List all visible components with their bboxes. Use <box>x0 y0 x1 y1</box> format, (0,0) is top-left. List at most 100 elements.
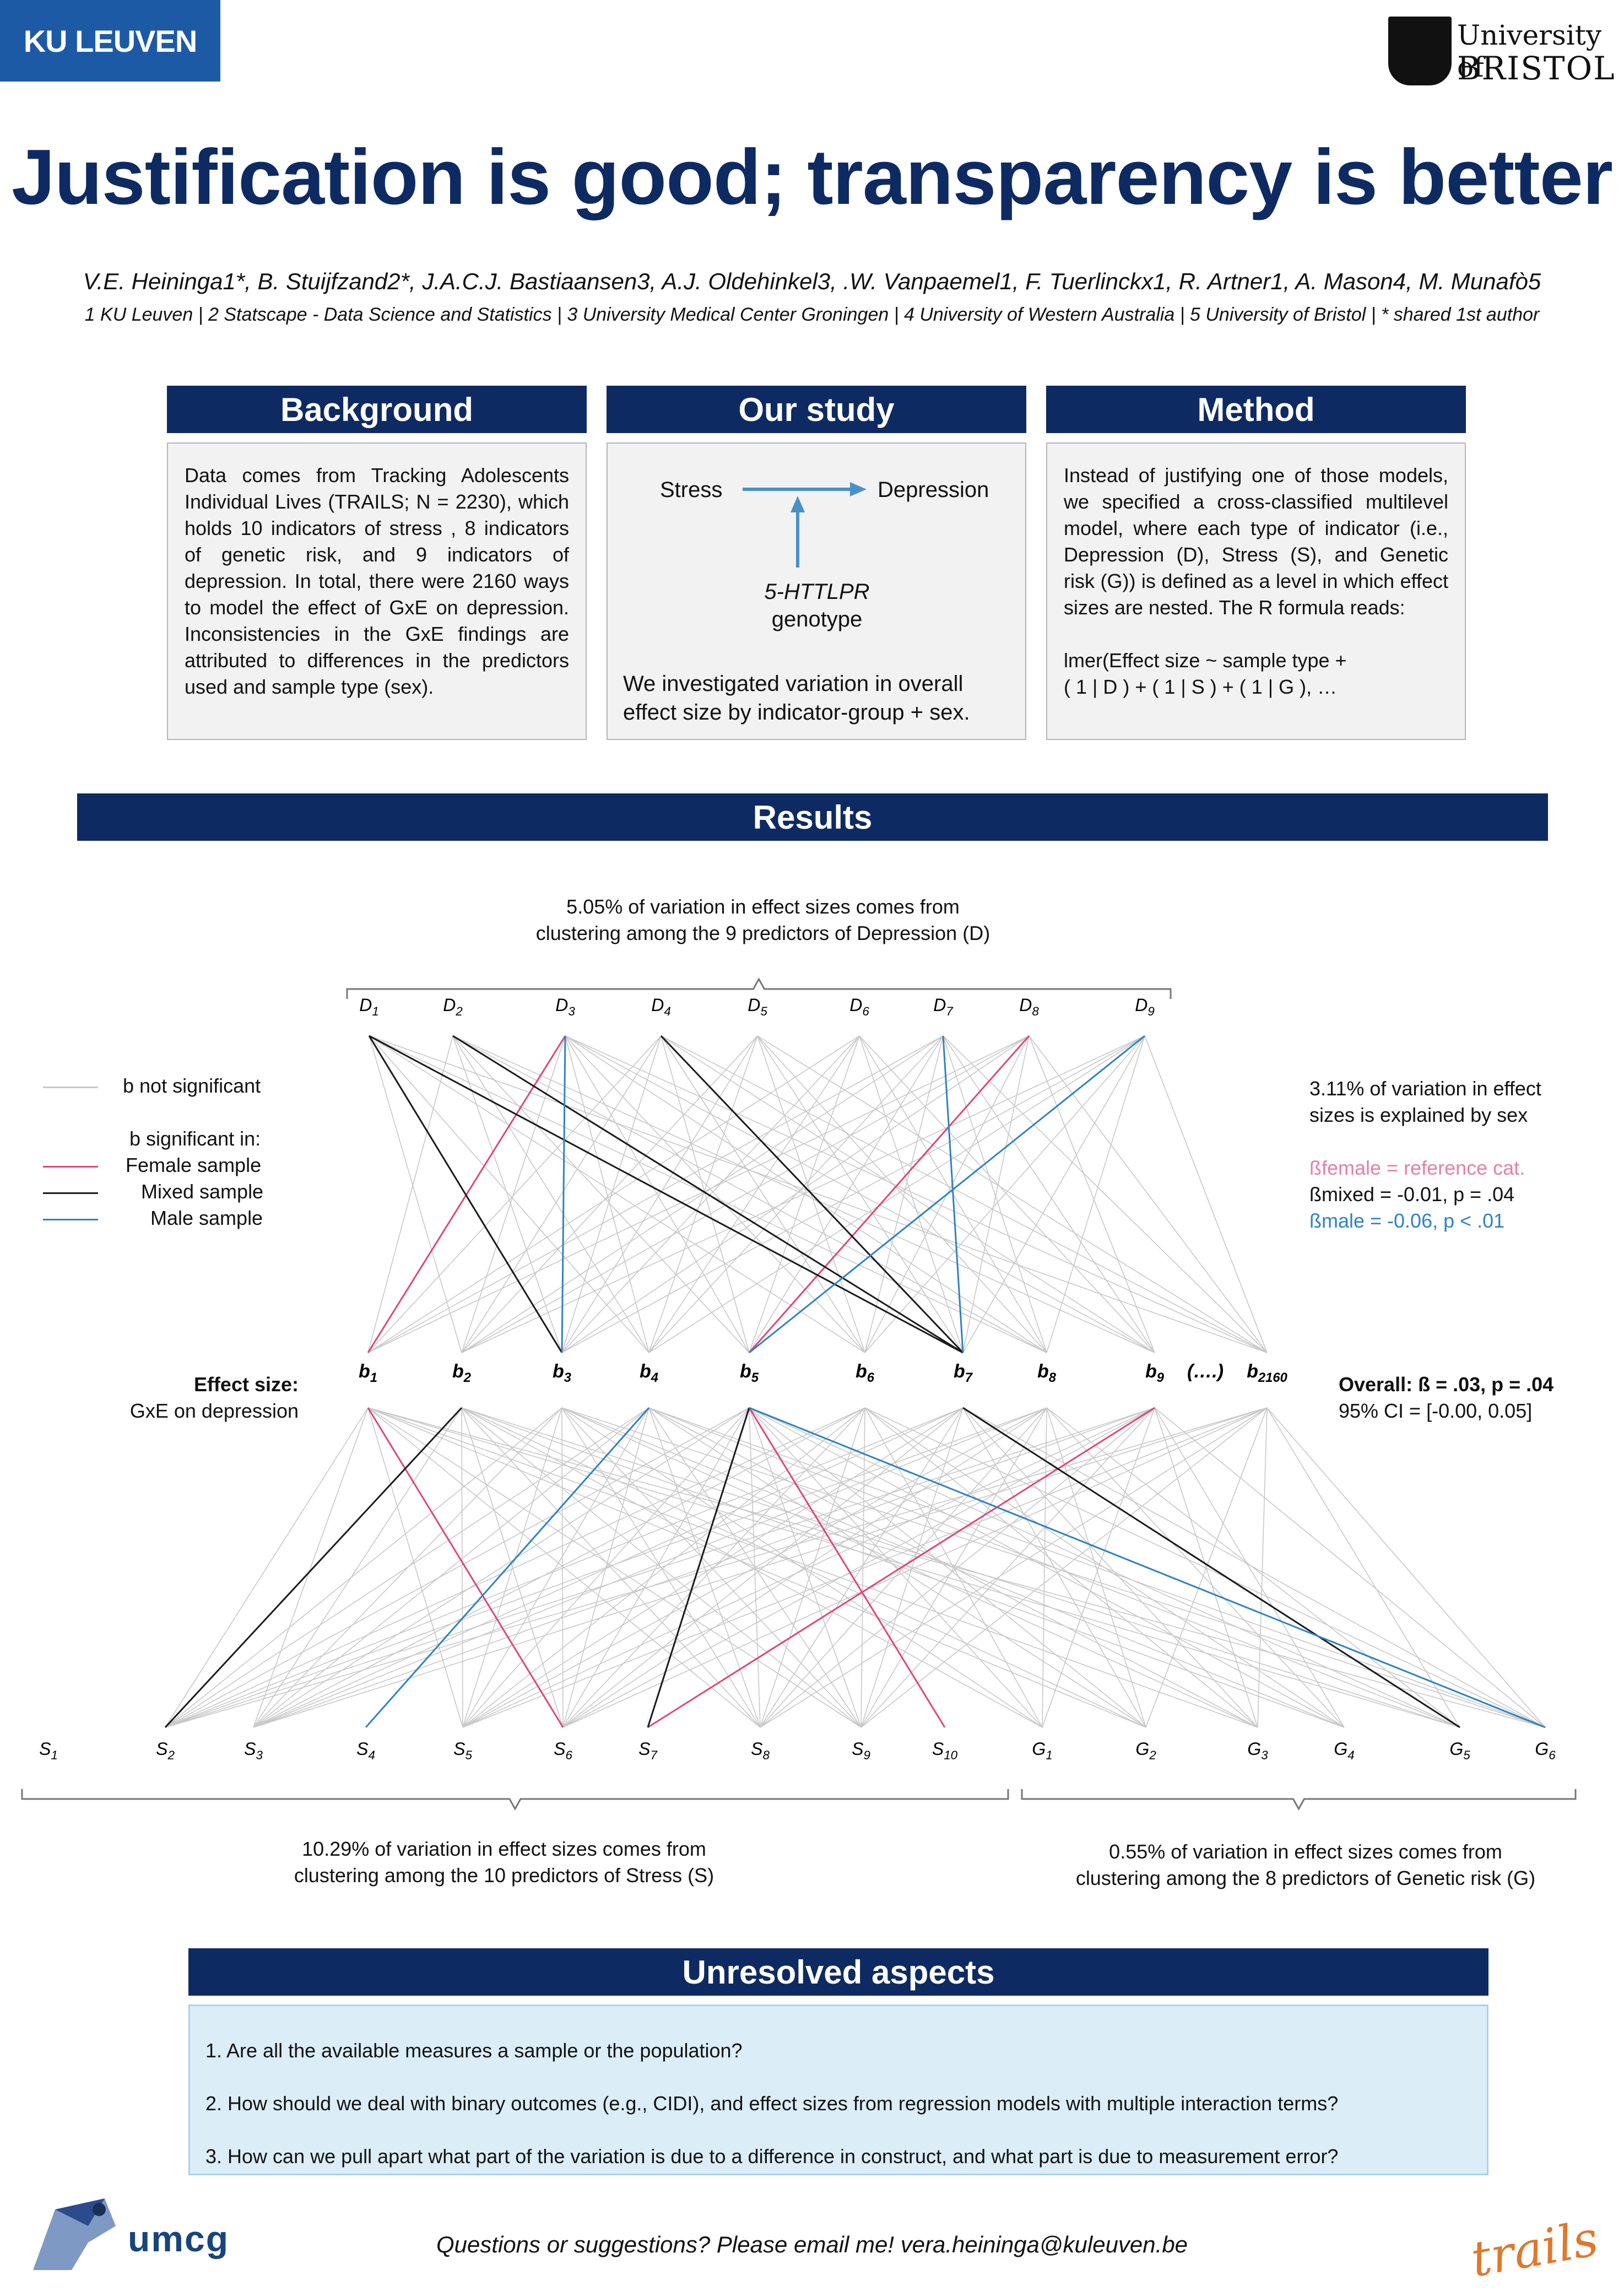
edge-significant-male <box>942 1035 964 1353</box>
stress-node-9: S9 <box>852 1739 870 1762</box>
edge-d-b <box>943 1035 1155 1353</box>
stress-variance-note-2: clustering among the 10 predictors of St… <box>294 1864 714 1887</box>
edge-b-g <box>1046 1407 1146 1728</box>
genetic-variance-note-2: clustering among the 8 predictors of Gen… <box>1075 1867 1536 1889</box>
genetic-node-5: G5 <box>1449 1739 1470 1762</box>
umcg-logo: umcg <box>128 2218 230 2259</box>
edge-significant-mixed <box>962 1407 1460 1728</box>
background-heading: Background <box>167 386 587 433</box>
edge-b-g <box>561 1407 1043 1728</box>
stress-node-2: S2 <box>156 1739 175 1762</box>
edge-b-s <box>165 1407 369 1728</box>
edge-d-b <box>1028 1035 1268 1353</box>
edge-d-b <box>561 1035 1030 1353</box>
edge-d-b <box>565 1035 865 1353</box>
stress-node-6: S6 <box>554 1739 572 1762</box>
depression-node-9: D9 <box>1135 995 1155 1018</box>
edge-d-b <box>561 1035 1145 1353</box>
edge-d-b <box>661 1035 1155 1353</box>
edge-d-b <box>749 1035 944 1353</box>
edge-b-s <box>561 1407 862 1728</box>
edge-d-b <box>367 1035 944 1353</box>
edge-b-s <box>462 1407 1047 1728</box>
edge-b-g <box>1257 1407 1268 1728</box>
edge-b-s <box>562 1407 1268 1728</box>
edge-b-s <box>462 1407 963 1728</box>
edge-d-b <box>648 1035 1145 1353</box>
edge-d-b <box>1028 1035 1155 1353</box>
poster-title: Justification is good; transparency is b… <box>11 133 1613 221</box>
method-box: Instead of justifying one of those model… <box>1046 442 1466 740</box>
edge-b-s <box>860 1407 1047 1728</box>
results-heading: Results <box>77 793 1548 841</box>
edge-b-s <box>860 1407 1268 1728</box>
edge-b-s <box>165 1407 963 1728</box>
edge-d-b <box>661 1035 1268 1353</box>
edge-d-b <box>452 1035 1047 1353</box>
edge-significant-male <box>365 1407 650 1728</box>
university-of-bristol-logo: University of BRISTOL <box>1388 17 1620 88</box>
edge-b-s <box>253 1407 649 1728</box>
edge-d-b <box>369 1035 462 1353</box>
overall-effect: Overall: ß = .03, p = .04 <box>1339 1373 1554 1396</box>
edge-b-s <box>860 1407 963 1728</box>
legend-mixed: Mixed sample <box>141 1180 264 1203</box>
stress-node-3: S3 <box>244 1739 263 1762</box>
unresolved-item-2: 2. How should we deal with binary outcom… <box>205 2092 1339 2115</box>
unresolved-item-1: 1. Are all the available measures a samp… <box>205 2039 743 2062</box>
edge-d-b <box>661 1035 865 1353</box>
background-box: Data comes from Tracking Adolescents Ind… <box>167 442 587 740</box>
edge-b-g <box>1046 1407 1460 1728</box>
edge-b-g <box>461 1407 1043 1728</box>
effect-size-node-1: b1 <box>359 1361 377 1385</box>
edge-b-s <box>461 1407 463 1728</box>
effect-size-sublabel: GxE on depression <box>129 1400 299 1422</box>
edge-d-b <box>1144 1035 1268 1353</box>
edge-significant-mixed <box>647 1407 750 1728</box>
edge-d-b <box>452 1035 649 1353</box>
edge-d-b <box>452 1035 562 1353</box>
sex-variance-note-1: 3.11% of variation in effect <box>1309 1077 1541 1100</box>
genetic-node-1: G1 <box>1032 1739 1052 1762</box>
edge-b-g <box>962 1407 1258 1728</box>
r-formula-line2: ( 1 | D ) + ( 1 | S ) + ( 1 | G ), … <box>1064 676 1338 698</box>
edge-b-s <box>165 1407 750 1728</box>
edge-b-g <box>1046 1407 1345 1728</box>
unresolved-box: 1. Are all the available measures a samp… <box>188 2004 1488 2175</box>
ku-leuven-logo: KU LEUVEN <box>0 0 220 82</box>
edge-significant-female <box>367 1407 564 1728</box>
stress-bracket <box>21 1789 1009 1811</box>
edge-d-b <box>561 1035 662 1353</box>
edge-significant-female <box>367 1035 566 1353</box>
stress-node-10: S10 <box>932 1739 958 1762</box>
r-formula-line1: lmer(Effect size ~ sample type + <box>1064 649 1347 672</box>
depression-bracket <box>346 977 1172 999</box>
edge-b-g <box>749 1407 1043 1728</box>
edge-b-g <box>1145 1407 1268 1728</box>
edge-b-s <box>253 1407 865 1728</box>
edge-b-s <box>462 1407 1268 1728</box>
edge-d-b <box>452 1035 750 1353</box>
effect-size-ellipsis: (….) <box>1187 1361 1224 1382</box>
edge-d-b <box>943 1035 1268 1353</box>
effect-size-node-5: b5 <box>740 1361 759 1385</box>
edge-b-g <box>367 1407 1546 1728</box>
edge-b-s <box>860 1407 865 1728</box>
stress-node-7: S7 <box>638 1739 658 1762</box>
umcg-logo-icon <box>22 2193 121 2276</box>
depression-variance-note-2: clustering among the 9 predictors of Dep… <box>535 922 990 944</box>
study-arrows <box>743 482 867 568</box>
edge-b-s <box>562 1407 963 1728</box>
edge-b-g <box>367 1407 1146 1728</box>
edge-b-g <box>864 1407 1546 1728</box>
edge-b-s <box>367 1407 862 1728</box>
edge-b-s <box>860 1407 1155 1728</box>
contact-footer: Questions or suggestions? Please email m… <box>436 2231 1188 2257</box>
edge-b-g <box>1266 1407 1460 1728</box>
edge-significant-mixed <box>164 1407 463 1728</box>
edge-b-s <box>253 1407 1047 1728</box>
edge-d-b <box>962 1035 1145 1353</box>
edge-b-s <box>253 1407 462 1728</box>
edge-b-g <box>648 1407 1546 1728</box>
stress-node-4: S4 <box>356 1739 375 1762</box>
